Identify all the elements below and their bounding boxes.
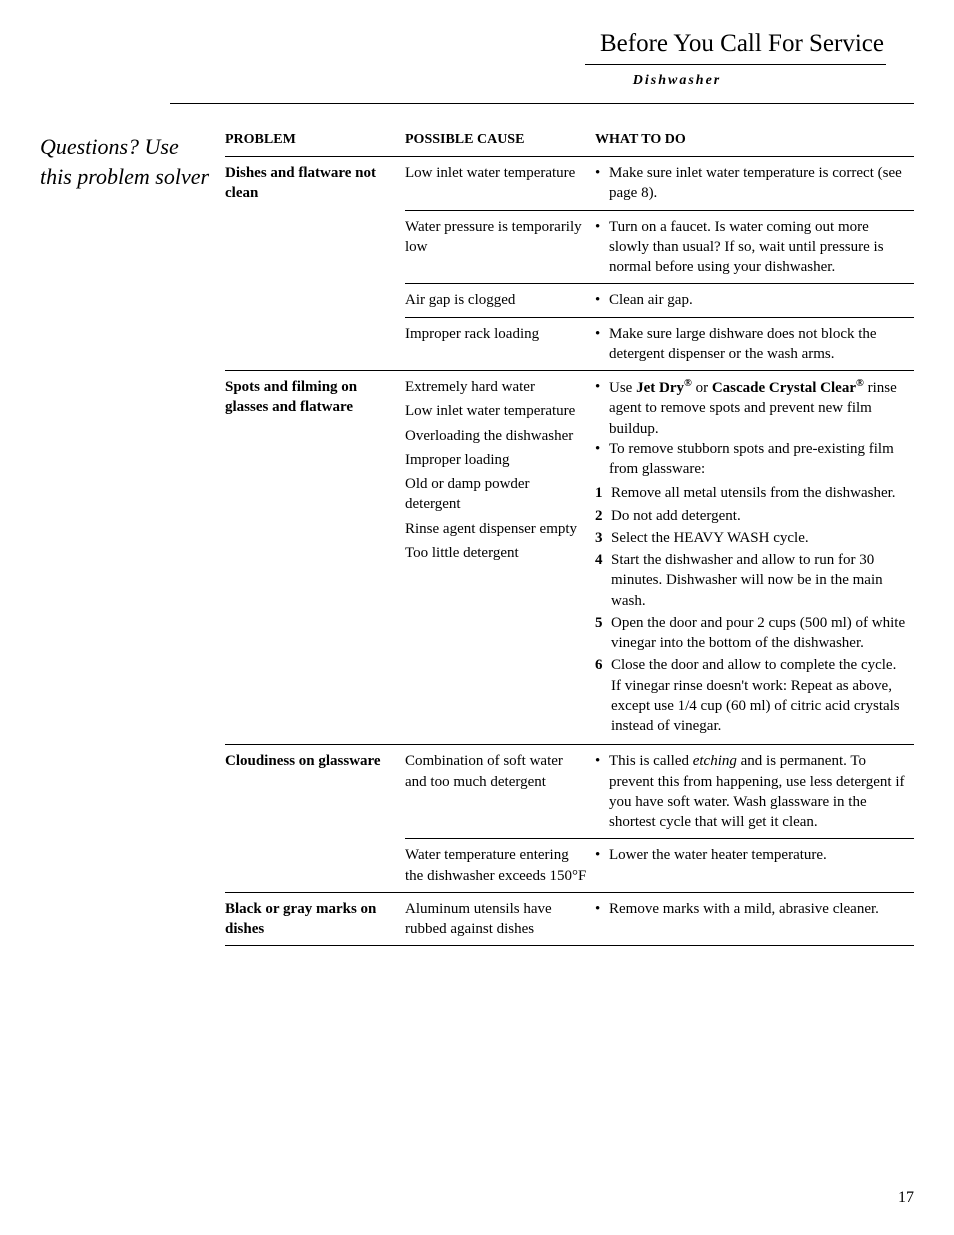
title-rule bbox=[585, 64, 886, 65]
bullet-icon: • bbox=[595, 217, 609, 278]
cause-item: Too little detergent bbox=[405, 543, 587, 563]
solution-item: •This is called etching and is permanent… bbox=[595, 751, 906, 832]
header-rule bbox=[170, 103, 914, 104]
cause-cell: Air gap is clogged bbox=[405, 284, 595, 317]
cause-item: Old or damp powder detergent bbox=[405, 474, 587, 515]
problem-cell bbox=[225, 284, 405, 317]
solution-item: •To remove stubborn spots and pre-existi… bbox=[595, 439, 906, 480]
solution-cell: •Make sure inlet water temperature is co… bbox=[595, 157, 914, 211]
problem-cell bbox=[225, 317, 405, 371]
solution-text: Lower the water heater temperature. bbox=[609, 845, 906, 865]
problem-cell bbox=[225, 210, 405, 284]
troubleshooting-table: PROBLEM POSSIBLE CAUSE WHAT TO DO Dishes… bbox=[225, 126, 914, 946]
table-row: Black or gray marks on dishesAluminum ut… bbox=[225, 892, 914, 946]
solution-item: •Lower the water heater temperature. bbox=[595, 845, 906, 865]
cause-cell: Low inlet water temperature bbox=[405, 157, 595, 211]
solution-item: •Make sure inlet water temperature is co… bbox=[595, 163, 906, 204]
step-number: 6 bbox=[595, 655, 611, 736]
step-text: Select the HEAVY WASH cycle. bbox=[611, 528, 906, 548]
step-number: 3 bbox=[595, 528, 611, 548]
table-row: Improper rack loading•Make sure large di… bbox=[225, 317, 914, 371]
step-text: Start the dishwasher and allow to run fo… bbox=[611, 550, 906, 611]
solution-step: 2Do not add detergent. bbox=[595, 506, 906, 526]
solution-cell: •Lower the water heater temperature. bbox=[595, 839, 914, 893]
bullet-icon: • bbox=[595, 845, 609, 865]
problem-cell: Black or gray marks on dishes bbox=[225, 892, 405, 946]
solution-text: Clean air gap. bbox=[609, 290, 906, 310]
solution-text: Use Jet Dry® or Cascade Crystal Clear® r… bbox=[609, 377, 906, 439]
table-row: Cloudiness on glasswareCombination of so… bbox=[225, 745, 914, 839]
solution-step: 6Close the door and allow to complete th… bbox=[595, 655, 906, 736]
step-text: Close the door and allow to complete the… bbox=[611, 655, 906, 736]
cause-item: Overloading the dishwasher bbox=[405, 426, 587, 446]
problem-cell bbox=[225, 839, 405, 893]
solution-item: •Remove marks with a mild, abrasive clea… bbox=[595, 899, 906, 919]
solution-text: To remove stubborn spots and pre-existin… bbox=[609, 439, 906, 480]
col-header-problem: PROBLEM bbox=[225, 126, 405, 157]
solution-cell: •This is called etching and is permanent… bbox=[595, 745, 914, 839]
table-row: Dishes and flatware not cleanLow inlet w… bbox=[225, 157, 914, 211]
step-number: 4 bbox=[595, 550, 611, 611]
problem-cell: Spots and filming on glasses and flatwar… bbox=[225, 371, 405, 745]
cause-cell: Water pressure is temporarily low bbox=[405, 210, 595, 284]
solution-text: Make sure large dishware does not block … bbox=[609, 324, 906, 365]
cause-cell: Combination of soft water and too much d… bbox=[405, 745, 595, 839]
solution-step: 5Open the door and pour 2 cups (500 ml) … bbox=[595, 613, 906, 654]
step-text: Remove all metal utensils from the dishw… bbox=[611, 483, 906, 503]
solution-text: Remove marks with a mild, abrasive clean… bbox=[609, 899, 906, 919]
col-header-solution: WHAT TO DO bbox=[595, 126, 914, 157]
bullet-icon: • bbox=[595, 377, 609, 439]
solution-step: 3Select the HEAVY WASH cycle. bbox=[595, 528, 906, 548]
solution-cell: •Make sure large dishware does not block… bbox=[595, 317, 914, 371]
main-content: PROBLEM POSSIBLE CAUSE WHAT TO DO Dishes… bbox=[215, 126, 914, 946]
page-header: Before You Call For Service Dishwasher bbox=[40, 30, 914, 110]
step-number: 1 bbox=[595, 483, 611, 503]
cause-cell: Extremely hard water Low inlet water temp… bbox=[405, 371, 595, 745]
content-area: Questions? Use this problem solver PROBL… bbox=[40, 126, 914, 946]
solution-step: 1Remove all metal utensils from the dish… bbox=[595, 483, 906, 503]
solution-cell: •Remove marks with a mild, abrasive clea… bbox=[595, 892, 914, 946]
solution-step: 4Start the dishwasher and allow to run f… bbox=[595, 550, 906, 611]
problem-cell: Dishes and flatware not clean bbox=[225, 157, 405, 211]
page-title: Before You Call For Service bbox=[40, 30, 914, 64]
step-text: Do not add detergent. bbox=[611, 506, 906, 526]
bullet-icon: • bbox=[595, 163, 609, 204]
table-row: Water pressure is temporarily low•Turn o… bbox=[225, 210, 914, 284]
cause-item: Rinse agent dispenser empty bbox=[405, 519, 587, 539]
cause-cell: Aluminum utensils have rubbed against di… bbox=[405, 892, 595, 946]
solution-item: •Use Jet Dry® or Cascade Crystal Clear® … bbox=[595, 377, 906, 439]
bullet-icon: • bbox=[595, 751, 609, 832]
bullet-icon: • bbox=[595, 290, 609, 310]
bullet-icon: • bbox=[595, 439, 609, 480]
solution-steps: 1Remove all metal utensils from the dish… bbox=[595, 483, 906, 736]
page-number: 17 bbox=[898, 1189, 914, 1207]
table-row: Air gap is clogged•Clean air gap. bbox=[225, 284, 914, 317]
page-subtitle: Dishwasher bbox=[440, 73, 914, 89]
solution-item: •Turn on a faucet. Is water coming out m… bbox=[595, 217, 906, 278]
bullet-icon: • bbox=[595, 324, 609, 365]
solution-text: This is called etching and is permanent.… bbox=[609, 751, 906, 832]
sidebar-callout: Questions? Use this problem solver bbox=[40, 126, 215, 946]
cause-item: Low inlet water temperature bbox=[405, 401, 587, 421]
col-header-cause: POSSIBLE CAUSE bbox=[405, 126, 595, 157]
table-row: Water temperature entering the dishwashe… bbox=[225, 839, 914, 893]
cause-item: Improper loading bbox=[405, 450, 587, 470]
solution-item: •Make sure large dishware does not block… bbox=[595, 324, 906, 365]
step-number: 5 bbox=[595, 613, 611, 654]
solution-item: •Clean air gap. bbox=[595, 290, 906, 310]
problem-cell: Cloudiness on glassware bbox=[225, 745, 405, 839]
cause-cell: Improper rack loading bbox=[405, 317, 595, 371]
solution-cell: •Clean air gap. bbox=[595, 284, 914, 317]
step-text: Open the door and pour 2 cups (500 ml) o… bbox=[611, 613, 906, 654]
bullet-icon: • bbox=[595, 899, 609, 919]
solution-text: Turn on a faucet. Is water coming out mo… bbox=[609, 217, 906, 278]
table-row: Spots and filming on glasses and flatwar… bbox=[225, 371, 914, 745]
solution-cell: •Use Jet Dry® or Cascade Crystal Clear® … bbox=[595, 371, 914, 745]
solution-cell: •Turn on a faucet. Is water coming out m… bbox=[595, 210, 914, 284]
solution-text: Make sure inlet water temperature is cor… bbox=[609, 163, 906, 204]
step-number: 2 bbox=[595, 506, 611, 526]
cause-item: Extremely hard water bbox=[405, 377, 587, 397]
cause-cell: Water temperature entering the dishwashe… bbox=[405, 839, 595, 893]
